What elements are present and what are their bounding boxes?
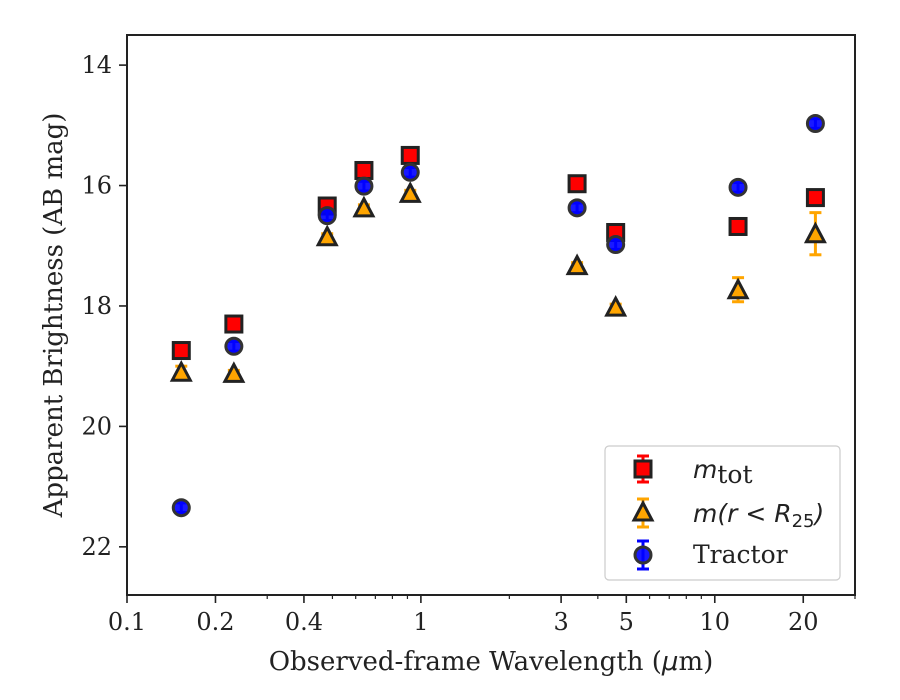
x-axis-label-pre: Observed-frame Wavelength ( <box>269 647 662 677</box>
point-2-6 <box>606 235 626 255</box>
point-1-5 <box>565 253 589 276</box>
y-axis: 14 16 18 20 22 <box>81 51 127 561</box>
point-0-1 <box>224 314 244 334</box>
x-tick-label-5: 5 <box>619 608 634 636</box>
x-axis-label-post: m) <box>678 647 713 677</box>
point-1-4 <box>398 181 422 203</box>
x-tick-label-1: 0.2 <box>196 608 234 636</box>
legend-label-mtot-sub: tot <box>717 460 752 489</box>
legend-label-mtot-m: m <box>693 455 717 484</box>
point-0-8 <box>805 188 825 208</box>
x-tick-label-6: 10 <box>700 608 731 636</box>
legend-label-mr25-close: ) <box>813 499 825 528</box>
point-0-3 <box>354 160 374 180</box>
legend-marker-tractor <box>633 545 653 565</box>
x-tick-label-0: 0.1 <box>108 608 146 636</box>
legend: mtot m(r < R25) Tractor <box>604 445 841 581</box>
point-0-5 <box>567 174 587 194</box>
legend-marker-mtot <box>633 459 653 479</box>
point-2-7 <box>728 177 748 197</box>
y-tick-label-3: 20 <box>81 412 112 440</box>
series-1 <box>169 181 827 383</box>
point-2-2 <box>317 206 337 226</box>
point-2-4 <box>400 162 420 182</box>
point-0-4 <box>400 145 420 165</box>
x-tick-label-2: 0.4 <box>285 608 323 636</box>
point-1-3 <box>352 195 376 218</box>
legend-label-mr25-sub: 25 <box>792 511 815 532</box>
y-axis-label: Apparent Brightness (AB mag) <box>39 113 69 519</box>
x-tick-label-4: 3 <box>553 608 568 636</box>
point-2-0 <box>171 498 191 518</box>
point-0-7 <box>728 216 748 236</box>
point-0-0 <box>171 341 191 361</box>
y-tick-label-0: 14 <box>81 51 112 79</box>
legend-box <box>604 445 841 581</box>
point-2-8 <box>805 114 825 134</box>
point-1-2 <box>315 224 339 247</box>
x-axis-label: Observed-frame Wavelength (μm) <box>269 647 714 677</box>
x-tick-label-3: 1 <box>413 608 428 636</box>
point-1-1 <box>222 361 246 383</box>
point-2-3 <box>354 176 374 196</box>
legend-label-mtot: mtot <box>693 455 753 489</box>
point-1-7 <box>726 277 750 300</box>
y-tick-label-4: 22 <box>81 533 112 561</box>
series-2 <box>171 114 825 518</box>
point-1-6 <box>604 294 628 317</box>
legend-label-tractor: Tractor <box>693 540 788 569</box>
legend-entry-tractor: Tractor <box>633 539 788 571</box>
legend-marker-mr25 <box>631 499 655 522</box>
x-axis-label-mu: μ <box>661 647 679 677</box>
data-marks <box>169 114 827 518</box>
point-1-8 <box>803 221 827 244</box>
x-tick-label-7: 20 <box>788 608 819 636</box>
legend-entry-mtot: mtot <box>633 454 753 489</box>
point-2-5 <box>567 198 587 218</box>
point-1-0 <box>169 359 193 382</box>
y-tick-label-1: 16 <box>81 172 112 200</box>
point-2-1 <box>224 336 244 356</box>
y-tick-label-2: 18 <box>81 292 112 320</box>
x-axis: 0.1 0.2 0.4 1 3 5 10 20 <box>108 595 856 636</box>
